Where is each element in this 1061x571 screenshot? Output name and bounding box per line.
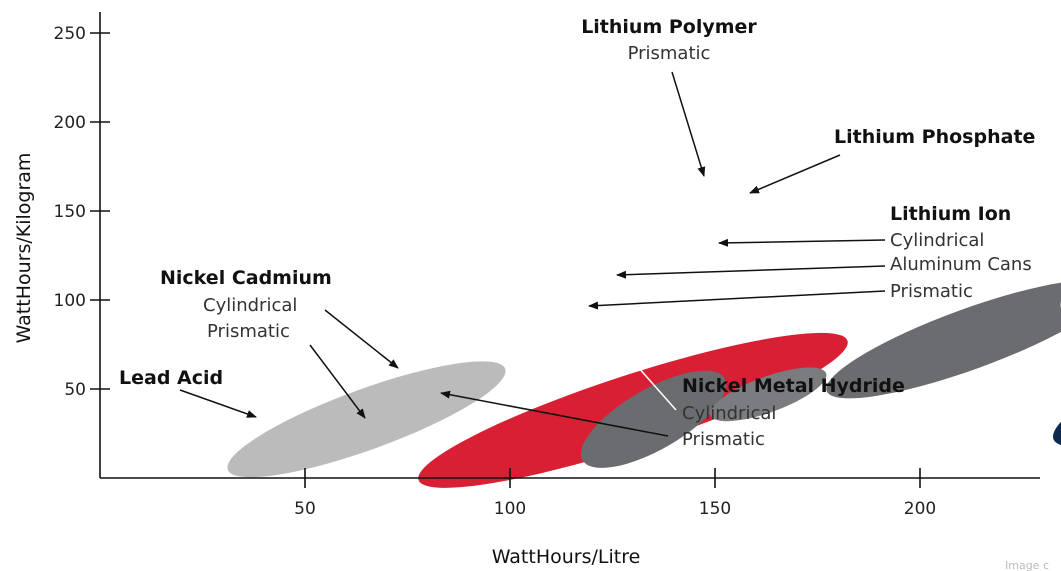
label-lithium-phosphate: Lithium Phosphate <box>834 126 1035 148</box>
x-tick-label-200: 200 <box>904 499 936 519</box>
x-tick-label-50: 50 <box>294 499 316 519</box>
y-tick-label-50: 50 <box>64 380 86 400</box>
arrow-lead-acid <box>179 389 257 418</box>
x-tick-label-100: 100 <box>494 499 526 519</box>
label-nickel-metal-hydride-cylindrical: Cylindrical <box>682 403 776 424</box>
region-nickel-cadmium-prismatic <box>710 367 827 422</box>
y-tick-label-100: 100 <box>54 291 86 311</box>
x-tick-label-150: 150 <box>699 499 731 519</box>
arrow-nickel-cadmium-cylindrical <box>309 344 366 419</box>
region-lithium-ion-prismatic <box>826 279 1061 399</box>
y-axis-title: WattHours/Kilogram <box>13 153 35 344</box>
y-tick-label-250: 250 <box>54 24 86 44</box>
arrow-nickel-metal-hydride <box>629 357 677 411</box>
label-lithium-polymer-prismatic: Prismatic <box>628 43 711 64</box>
region-layer <box>227 0 1061 488</box>
arrow-nickel-cadmium <box>324 309 399 369</box>
label-nickel-cadmium: Nickel Cadmium <box>160 267 332 289</box>
x-axis-title: WattHours/Litre <box>492 546 641 568</box>
label-lithium-ion-aluminum-cans: Aluminum Cans <box>890 254 1032 275</box>
label-lead-acid: Lead Acid <box>119 367 223 389</box>
axes: 5010015020025030035040045050100150200250 <box>54 12 1040 519</box>
y-tick-label-150: 150 <box>54 202 86 222</box>
label-lithium-ion: Lithium Ion <box>890 203 1011 225</box>
region-lithium-polymer <box>1039 0 1061 333</box>
label-nickel-cadmium-prismatic: Prismatic <box>207 321 290 342</box>
label-lithium-ion-prismatic: Prismatic <box>890 281 973 302</box>
label-lithium-ion-cylindrical: Cylindrical <box>890 230 984 251</box>
y-tick-label-200: 200 <box>54 113 86 133</box>
arrow-lithium-ion-prismatic <box>588 290 886 310</box>
arrow-nickel-metal-hydride-prismatic <box>440 390 669 437</box>
label-nickel-metal-hydride: Nickel Metal Hydride <box>682 375 905 397</box>
arrow-lithium-ion-aluminum-cans <box>616 265 886 279</box>
region-lead-acid <box>227 361 506 478</box>
arrow-lithium-polymer <box>671 71 706 177</box>
watermark-text: Image c <box>1005 559 1049 571</box>
arrow-lithium-ion-cylindrical <box>718 238 886 247</box>
region-nickel-cadmium-cylindrical <box>580 370 727 468</box>
label-lithium-polymer: Lithium Polymer <box>581 16 757 38</box>
label-nickel-cadmium-cylindrical: Cylindrical <box>203 295 297 316</box>
arrow-lithium-phosphate <box>749 154 841 194</box>
label-nickel-metal-hydride-prismatic: Prismatic <box>682 429 765 450</box>
